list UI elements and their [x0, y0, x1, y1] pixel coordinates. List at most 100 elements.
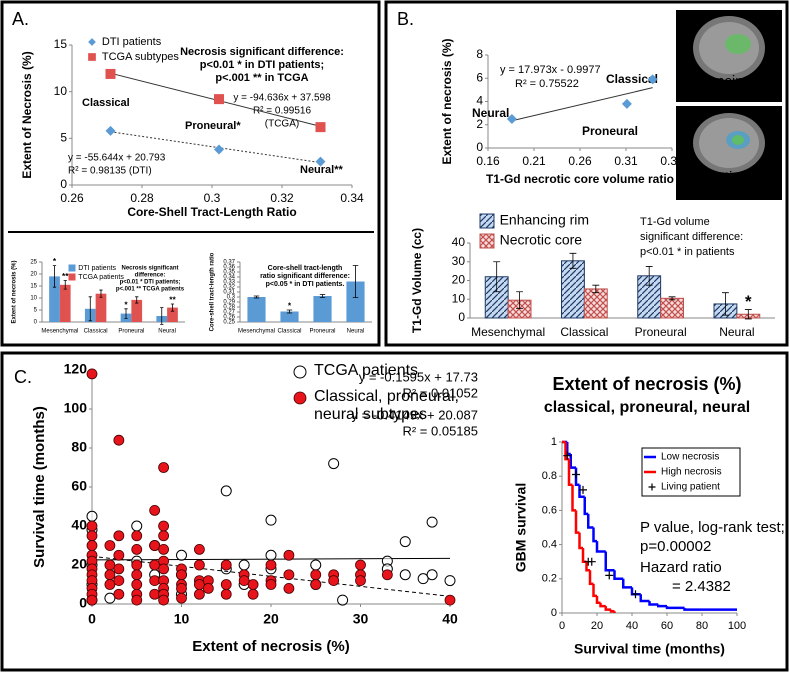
- error-bar: [744, 309, 752, 320]
- point: [131, 579, 143, 590]
- trendline: [511, 87, 653, 122]
- bar: [660, 297, 684, 319]
- point: [328, 575, 340, 586]
- error-bar: [135, 296, 139, 304]
- survival-step: [665, 606, 685, 610]
- point: [328, 458, 340, 470]
- point: [113, 530, 125, 542]
- annotation: p<.001 ** in TCGA: [215, 72, 308, 84]
- point: [310, 579, 322, 590]
- point: [238, 575, 250, 586]
- y-tick-label: 10: [452, 291, 466, 305]
- survival-step: [599, 602, 606, 608]
- point: [86, 520, 98, 532]
- x-tick-label: 0.36: [660, 154, 684, 168]
- point: [283, 569, 295, 581]
- bar: [95, 293, 107, 322]
- point: [113, 575, 125, 586]
- error-bar: [88, 296, 92, 322]
- y-tick-label: 0.29: [223, 300, 235, 306]
- point: [193, 579, 205, 590]
- legend-label: Necrotic core: [500, 232, 583, 248]
- y-tick-label: 15: [30, 284, 37, 290]
- survival-step: [578, 484, 585, 498]
- y-tick-label: 25: [30, 260, 37, 266]
- error-bar: [319, 294, 326, 298]
- y-tick-label: 10: [54, 84, 68, 98]
- point: [506, 113, 517, 124]
- point: [214, 94, 224, 105]
- point: [265, 579, 277, 590]
- inset-image: [676, 106, 782, 200]
- panel-border: [384, 0, 789, 347]
- annotation: Classical: [82, 97, 130, 109]
- censor-mark: [631, 590, 640, 599]
- y-tick-label: 0.36: [223, 265, 235, 271]
- legend-swatch: [293, 365, 307, 379]
- point: [158, 520, 170, 532]
- point: [381, 569, 393, 581]
- error-bar: [160, 307, 164, 325]
- point: [176, 569, 187, 581]
- annotation: y = -0.1595x + 17.73: [359, 369, 478, 384]
- point: [238, 559, 250, 571]
- legend-label: Enhancing rim: [500, 212, 589, 228]
- point: [355, 575, 366, 586]
- survival-step: [595, 595, 601, 604]
- x-tick-label: 0: [88, 611, 96, 627]
- error-bar: [569, 252, 577, 269]
- x-tick-label: Neural: [158, 329, 176, 335]
- annotation: p<0.01 * in patients: [640, 246, 735, 258]
- y-axis-label: Extent of necrosis (%): [12, 260, 18, 323]
- error-bar: [722, 292, 729, 316]
- point: [214, 144, 224, 155]
- legend-label: DTI patients: [78, 265, 116, 272]
- x-tick-label: 80: [696, 620, 708, 632]
- annotation: significant difference:: [640, 231, 743, 243]
- panel-border: [0, 0, 381, 347]
- x-tick-label: Classical: [277, 329, 301, 335]
- y-tick-label: 60: [71, 478, 87, 494]
- survival-step: [604, 606, 611, 611]
- survival-step: [609, 609, 615, 613]
- point: [131, 569, 143, 581]
- survival-step: [592, 527, 597, 543]
- legend-label: Classical, proneural, neural subtypes: [314, 388, 459, 423]
- point: [315, 156, 326, 167]
- annotation: y = -55.644x + 20.793: [68, 153, 166, 164]
- x-tick-label: 0.3: [204, 191, 221, 205]
- survival-step: [592, 583, 597, 598]
- panel-label: B.: [397, 9, 414, 29]
- y-tick-label: 0: [60, 177, 67, 191]
- point: [193, 544, 205, 555]
- legend-swatch: [479, 233, 495, 249]
- panel-label: C.: [14, 367, 32, 387]
- y-tick-label: 0.26: [223, 315, 235, 321]
- annotation: R² = 0.01052: [402, 385, 478, 400]
- y-tick-label: 0.35: [223, 270, 235, 276]
- point: [149, 540, 161, 551]
- panel-border: [0, 351, 789, 672]
- x-tick-label: Neural: [719, 325, 754, 339]
- legend-swatch: [88, 38, 96, 46]
- point: [176, 592, 187, 604]
- point: [315, 122, 326, 133]
- error-bar: [645, 266, 653, 286]
- x-tick-label: 40: [442, 611, 458, 627]
- y-tick-label: 0.33: [223, 280, 235, 286]
- x-tick-label: Mesenchymal: [471, 325, 545, 339]
- point: [104, 540, 116, 551]
- y-tick-label: 100: [64, 400, 88, 416]
- y-tick-label: 0: [476, 140, 483, 154]
- annotation: Proneural: [582, 124, 638, 138]
- point: [283, 583, 295, 594]
- censor-mark: [605, 571, 614, 580]
- point: [247, 588, 259, 600]
- y-tick-label: 0: [34, 320, 38, 326]
- survival-step: [583, 496, 589, 516]
- point: [113, 434, 125, 446]
- point: [104, 569, 116, 581]
- y-tick-label: 20: [30, 272, 37, 278]
- inset-label: Necrotic core: [685, 169, 773, 186]
